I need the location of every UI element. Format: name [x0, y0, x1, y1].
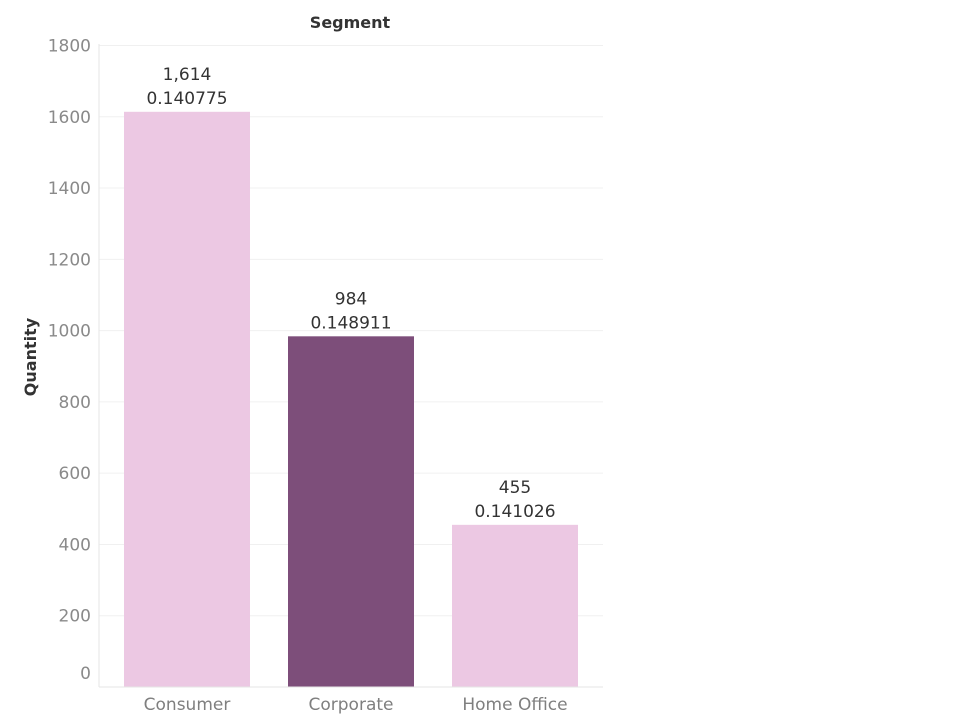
x-axis-categories: Consumer Corporate Home Office: [144, 695, 568, 715]
bar-corporate: [288, 336, 414, 687]
value-label-consumer: 1,614: [163, 65, 212, 85]
y-tick-label-800: 800: [59, 393, 91, 413]
y-tick-label-1600: 1600: [48, 108, 91, 128]
y-tick-label-1400: 1400: [48, 179, 91, 199]
category-label-consumer: Consumer: [144, 695, 231, 715]
category-label-corporate: Corporate: [309, 695, 394, 715]
bars: [124, 111, 578, 687]
chart-header-segment: Segment: [310, 13, 391, 32]
y-axis-title: Quantity: [21, 317, 40, 396]
y-axis-ticks: 0 200 400 600 800 1000 1200 1400 1600 1800: [48, 37, 91, 685]
value-label-corporate: 984: [335, 289, 367, 309]
y-tick-label-400: 400: [59, 535, 91, 555]
data-labels: 1,614 0.140775 984 0.148911 455 0.141026: [146, 65, 555, 522]
y-tick-label-1200: 1200: [48, 250, 91, 270]
y-tick-label-1000: 1000: [48, 322, 91, 342]
y-tick-label-200: 200: [59, 607, 91, 627]
ratio-label-consumer: 0.140775: [146, 89, 227, 109]
category-label-home-office: Home Office: [462, 695, 567, 715]
ratio-label-home-office: 0.141026: [474, 502, 555, 522]
y-tick-label-600: 600: [59, 464, 91, 484]
y-tick-label-0: 0: [80, 664, 91, 684]
ratio-label-corporate: 0.148911: [310, 313, 391, 333]
value-label-home-office: 455: [499, 478, 531, 498]
bar-home-office: [452, 524, 578, 687]
bar-consumer: [124, 111, 250, 687]
y-tick-label-1800: 1800: [48, 37, 91, 57]
